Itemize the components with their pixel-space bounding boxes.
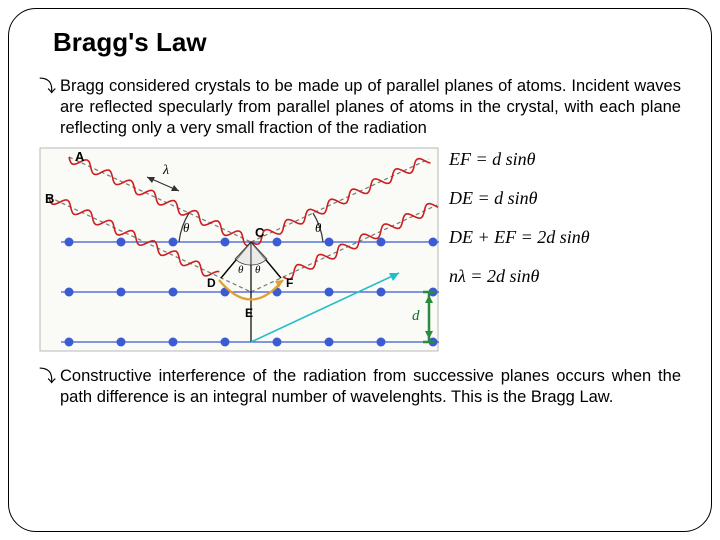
bragg-diagram: A B C D F E λ θ θ θ θ d: [39, 147, 439, 352]
eq-4-text: nλ = 2d sinθ: [449, 266, 539, 286]
label-a: A: [75, 149, 85, 164]
eq-2-text: DE = d sinθ: [449, 188, 538, 208]
paragraph-2: ⤵ Constructive interference of the radia…: [39, 366, 681, 408]
para1-rest: considered crystals to be made up of par…: [60, 77, 681, 137]
eq-3-text: DE + EF = 2d sinθ: [449, 227, 590, 247]
eq-1: EF = d sinθ: [449, 149, 590, 170]
label-theta-br: θ: [255, 264, 261, 276]
eq-3: DE + EF = 2d sinθ: [449, 227, 590, 248]
equations-column: EF = d sinθ DE = d sinθ DE + EF = 2d sin…: [449, 147, 590, 287]
slide-frame: Bragg's Law ⤵ Bragg considered crystals …: [8, 8, 712, 532]
diagram-and-equations: A B C D F E λ θ θ θ θ d EF = d sinθ DE =…: [39, 147, 681, 352]
eq-1-text: EF = d sinθ: [449, 149, 535, 169]
label-theta-r: θ: [315, 220, 322, 235]
slide-title: Bragg's Law: [53, 27, 681, 58]
diagram-border: [40, 148, 438, 351]
paragraph-2-text: Constructive interference of the radiati…: [60, 366, 681, 408]
para2-rest: interference of the radiation from succe…: [60, 367, 681, 406]
eq-4: nλ = 2d sinθ: [449, 266, 590, 287]
paragraph-1: ⤵ Bragg considered crystals to be made u…: [39, 76, 681, 145]
label-theta-l: θ: [183, 220, 190, 235]
label-b: B: [45, 191, 54, 206]
label-d: d: [412, 308, 420, 324]
label-d-pt: D: [207, 276, 216, 290]
bullet-icon: ⤵: [39, 76, 56, 98]
para2-lead: Constructive: [60, 367, 152, 385]
label-lambda: λ: [162, 163, 169, 178]
label-theta-bl: θ: [238, 264, 244, 276]
label-c: C: [255, 225, 265, 240]
paragraph-1-text: Bragg considered crystals to be made up …: [60, 76, 681, 139]
bullet-icon: ⤵: [39, 366, 56, 388]
eq-2: DE = d sinθ: [449, 188, 590, 209]
label-e: E: [245, 306, 253, 320]
label-f: F: [286, 276, 293, 290]
para1-lead: Bragg: [60, 77, 104, 95]
